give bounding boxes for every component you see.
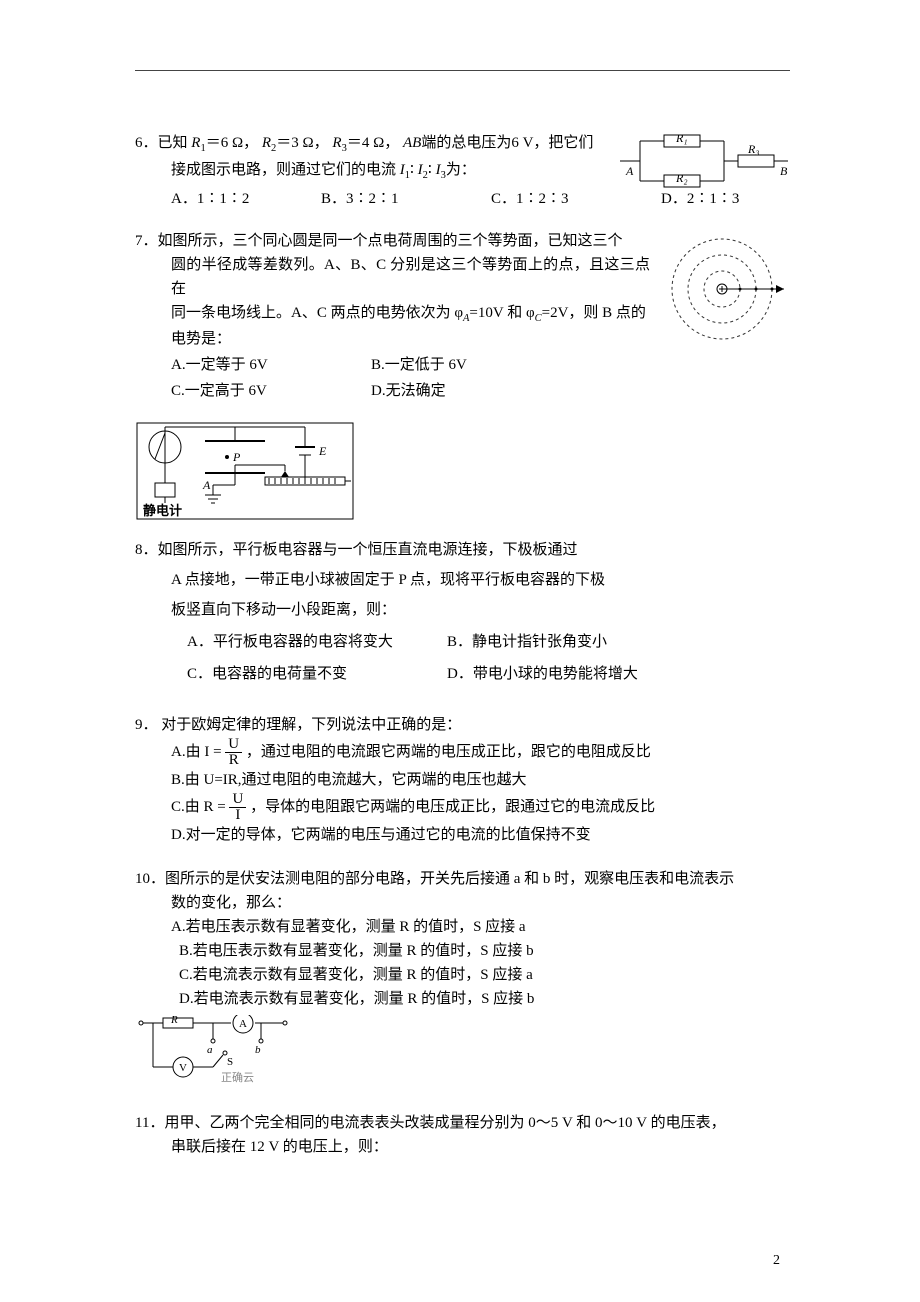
- q9-choice-d: D.对一定的导体，它两端的电压与通过它的电流的比值保持不变: [135, 823, 790, 847]
- q10-l1: 10．图所示的是伏安法测电阻的部分电路，开关先后接通 a 和 b 时，观察电压表…: [135, 867, 790, 891]
- q10-b: b: [255, 1044, 261, 1056]
- q10-watermark: 正确云: [221, 1071, 254, 1084]
- label-B: B: [780, 164, 788, 178]
- q10-figure: R A V a b S 正确云: [135, 1015, 790, 1093]
- question-8: 8．如图所示，平行板电容器与一个恒压直流电源连接，下极板通过 A 点接地，一带正…: [135, 535, 790, 689]
- q6-choice-d: D．2∶1∶3: [661, 187, 739, 211]
- q8-choice-d: D．带电小球的电势能将增大: [447, 659, 638, 689]
- q7-choices-row1: A.一定等于 6V B.一定低于 6V: [135, 353, 650, 377]
- q10-l2: 数的变化，那么：: [135, 891, 790, 915]
- q8-row2: C．电容器的电荷量不变 D．带电小球的电势能将增大: [135, 659, 790, 689]
- q10-R: R: [170, 1015, 178, 1026]
- q7-figure: [660, 229, 790, 357]
- q10-choice-b: B.若电压表示数有显著变化，测量 R 的值时，S 应接 b: [135, 939, 790, 963]
- question-9: 9． 对于欧姆定律的理解，下列说法中正确的是： A.由 I = UR ，通过电阻…: [135, 713, 790, 847]
- q7-choice-c: C.一定高于 6V: [171, 379, 371, 403]
- q6-choices: A．1∶1∶2 B．3∶2∶1 C．1∶2∶3 D．2∶1∶3: [135, 187, 610, 211]
- q8-E: E: [318, 444, 327, 458]
- q6-choice-b: B．3∶2∶1: [321, 187, 491, 211]
- q8-fig-label: 静电计: [143, 503, 182, 518]
- q8-A: A: [202, 478, 211, 492]
- q7-choices-row2: C.一定高于 6V D.无法确定: [135, 379, 790, 403]
- label-R2: R₂: [675, 171, 688, 185]
- q7-choice-b: B.一定低于 6V: [371, 353, 467, 377]
- q9-choice-c: C.由 R = UI ，导体的电阻跟它两端的电压成正比，跟通过它的电流成反比: [135, 792, 790, 823]
- q10-choice-d: D.若电流表示数有显著变化，测量 R 的值时，S 应接 b: [135, 987, 790, 1011]
- q11-l1: 11．用甲、乙两个完全相同的电流表表头改装成量程分别为 0～5 V 和 0～10…: [135, 1111, 790, 1135]
- q9-head: 9． 对于欧姆定律的理解，下列说法中正确的是：: [135, 713, 790, 737]
- q8-l1: 8．如图所示，平行板电容器与一个恒压直流电源连接，下极板通过: [135, 535, 790, 565]
- page-number: 2: [773, 1250, 780, 1272]
- q9-choice-b: B.由 U=IR,通过电阻的电流越大，它两端的电压也越大: [135, 768, 790, 792]
- q10-S: S: [227, 1056, 233, 1068]
- q6-choice-c: C．1∶2∶3: [491, 187, 661, 211]
- q9-choice-a: A.由 I = UR ，通过电阻的电流跟它两端的电压成正比，跟它的电阻成反比: [135, 737, 790, 768]
- q8-choice-c: C．电容器的电荷量不变: [187, 659, 447, 689]
- question-7: 7．如图所示，三个同心圆是同一个点电荷周围的三个等势面，已知这三个 圆的半径成等…: [135, 229, 790, 404]
- q8-figure: P A E 静电计: [135, 421, 790, 529]
- label-R3: R₃: [747, 142, 760, 156]
- q10-a: a: [207, 1044, 213, 1056]
- question-6: R₁ R₂ R₃ A B 6．已知 R1＝6 Ω， R2＝3 Ω， R3＝4 Ω…: [135, 131, 790, 211]
- q8-choice-a: A．平行板电容器的电容将变大: [187, 627, 447, 657]
- q8-row1: A．平行板电容器的电容将变大 B．静电计指针张角变小: [135, 627, 790, 657]
- q10-V: V: [179, 1062, 187, 1074]
- top-rule: [135, 70, 790, 71]
- question-11: 11．用甲、乙两个完全相同的电流表表头改装成量程分别为 0～5 V 和 0～10…: [135, 1111, 790, 1159]
- label-A: A: [625, 164, 634, 178]
- q10-choice-a: A.若电压表示数有显著变化，测量 R 的值时，S 应接 a: [135, 915, 790, 939]
- label-R1: R₁: [675, 131, 688, 145]
- q10-A: A: [239, 1018, 247, 1030]
- q7-choice-a: A.一定等于 6V: [171, 353, 371, 377]
- q6-choice-a: A．1∶1∶2: [171, 187, 321, 211]
- q8-choice-b: B．静电计指针张角变小: [447, 627, 607, 657]
- q8-P: P: [232, 450, 241, 464]
- q10-choice-c: C.若电流表示数有显著变化，测量 R 的值时，S 应接 a: [135, 963, 790, 987]
- q8-l3: 板竖直向下移动一小段距离，则：: [135, 595, 790, 625]
- q11-l2: 串联后接在 12 V 的电压上，则：: [135, 1135, 790, 1159]
- question-10: 10．图所示的是伏安法测电阻的部分电路，开关先后接通 a 和 b 时，观察电压表…: [135, 867, 790, 1093]
- q7-choice-d: D.无法确定: [371, 379, 446, 403]
- q8-l2: A 点接地，一带正电小球被固定于 P 点，现将平行板电容器的下极: [135, 565, 790, 595]
